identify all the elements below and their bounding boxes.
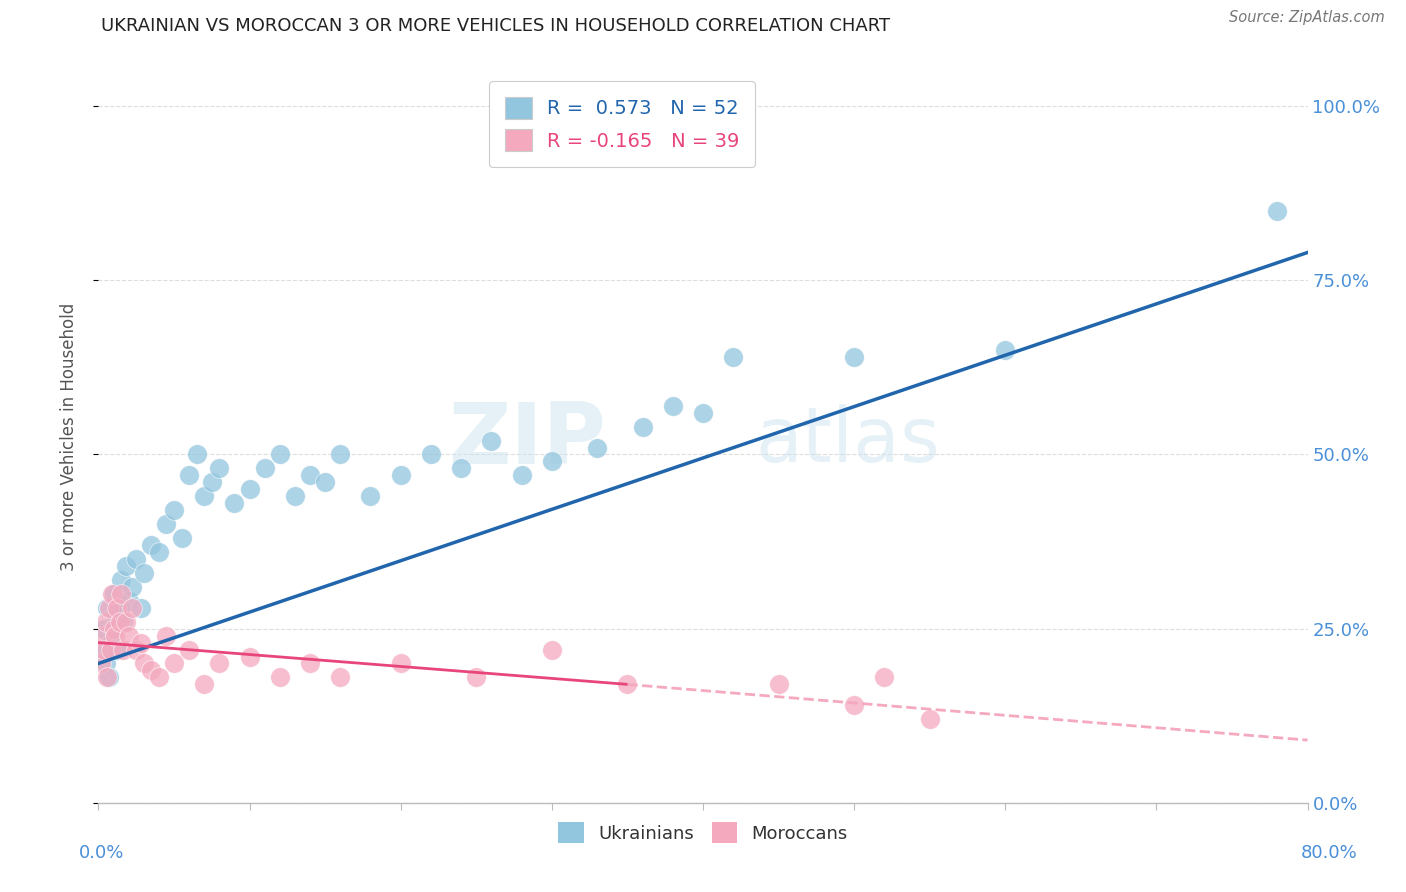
Point [163, 503, 186, 517]
Text: atlas: atlas [755, 404, 941, 478]
Point [114, 615, 136, 629]
Point [193, 489, 215, 503]
Point [110, 573, 132, 587]
Point [91, 642, 114, 657]
Point [873, 670, 896, 684]
Point [98, 670, 121, 684]
Point [148, 670, 170, 684]
Point [239, 649, 262, 664]
Point [91, 629, 114, 643]
Point [148, 545, 170, 559]
Point [108, 615, 131, 629]
Point [224, 496, 246, 510]
Point [118, 594, 141, 608]
Point [299, 468, 322, 483]
Point [768, 677, 790, 691]
Point [100, 642, 122, 657]
Point [179, 468, 201, 483]
Point [125, 642, 148, 657]
Point [101, 587, 124, 601]
Point [723, 350, 745, 364]
Point [101, 622, 124, 636]
Text: UKRAINIAN VS MOROCCAN 3 OR MORE VEHICLES IN HOUSEHOLD CORRELATION CHART: UKRAINIAN VS MOROCCAN 3 OR MORE VEHICLES… [101, 17, 890, 35]
Text: 80.0%: 80.0% [1301, 844, 1357, 862]
Point [631, 419, 654, 434]
Point [94, 657, 117, 671]
Point [450, 461, 472, 475]
Point [844, 350, 866, 364]
Point [155, 517, 177, 532]
Point [269, 448, 291, 462]
Point [586, 441, 609, 455]
Point [125, 552, 148, 566]
Point [540, 642, 562, 657]
Point [481, 434, 503, 448]
Point [108, 600, 131, 615]
Point [540, 454, 562, 468]
Point [110, 587, 132, 601]
Point [208, 657, 231, 671]
Point [208, 461, 231, 475]
Point [163, 657, 186, 671]
Point [96, 670, 118, 684]
Point [121, 580, 143, 594]
Legend: Ukrainians, Moroccans: Ukrainians, Moroccans [546, 810, 860, 856]
Point [284, 489, 307, 503]
Point [616, 677, 638, 691]
Point [104, 607, 127, 622]
Point [389, 468, 412, 483]
Y-axis label: 3 or more Vehicles in Household: 3 or more Vehicles in Household [59, 303, 77, 571]
Point [201, 475, 224, 490]
Point [129, 635, 152, 649]
Point [104, 629, 127, 643]
Point [193, 677, 215, 691]
Point [329, 670, 352, 684]
Point [132, 657, 155, 671]
Point [94, 615, 117, 629]
Point [96, 600, 118, 615]
Point [314, 475, 336, 490]
Point [329, 448, 352, 462]
Point [103, 587, 125, 601]
Text: ZIP: ZIP [449, 400, 606, 483]
Point [269, 670, 291, 684]
Point [111, 615, 134, 629]
Point [179, 642, 201, 657]
Point [994, 343, 1017, 357]
Point [1267, 203, 1289, 218]
Point [360, 489, 382, 503]
Text: Source: ZipAtlas.com: Source: ZipAtlas.com [1229, 11, 1385, 25]
Point [132, 566, 155, 580]
Point [105, 642, 128, 657]
Point [844, 698, 866, 713]
Point [253, 461, 276, 475]
Point [98, 600, 121, 615]
Point [299, 657, 322, 671]
Text: 0.0%: 0.0% [79, 844, 124, 862]
Point [100, 635, 122, 649]
Point [121, 600, 143, 615]
Point [141, 664, 163, 678]
Point [114, 558, 136, 573]
Point [186, 448, 208, 462]
Point [93, 642, 115, 657]
Point [105, 600, 128, 615]
Point [918, 712, 941, 726]
Point [389, 657, 412, 671]
Point [93, 622, 115, 636]
Point [155, 629, 177, 643]
Point [111, 642, 134, 657]
Point [170, 531, 193, 545]
Point [239, 483, 262, 497]
Point [661, 399, 683, 413]
Point [692, 406, 714, 420]
Point [129, 600, 152, 615]
Point [90, 657, 112, 671]
Point [510, 468, 533, 483]
Point [141, 538, 163, 552]
Point [465, 670, 488, 684]
Point [118, 629, 141, 643]
Point [103, 622, 125, 636]
Point [420, 448, 443, 462]
